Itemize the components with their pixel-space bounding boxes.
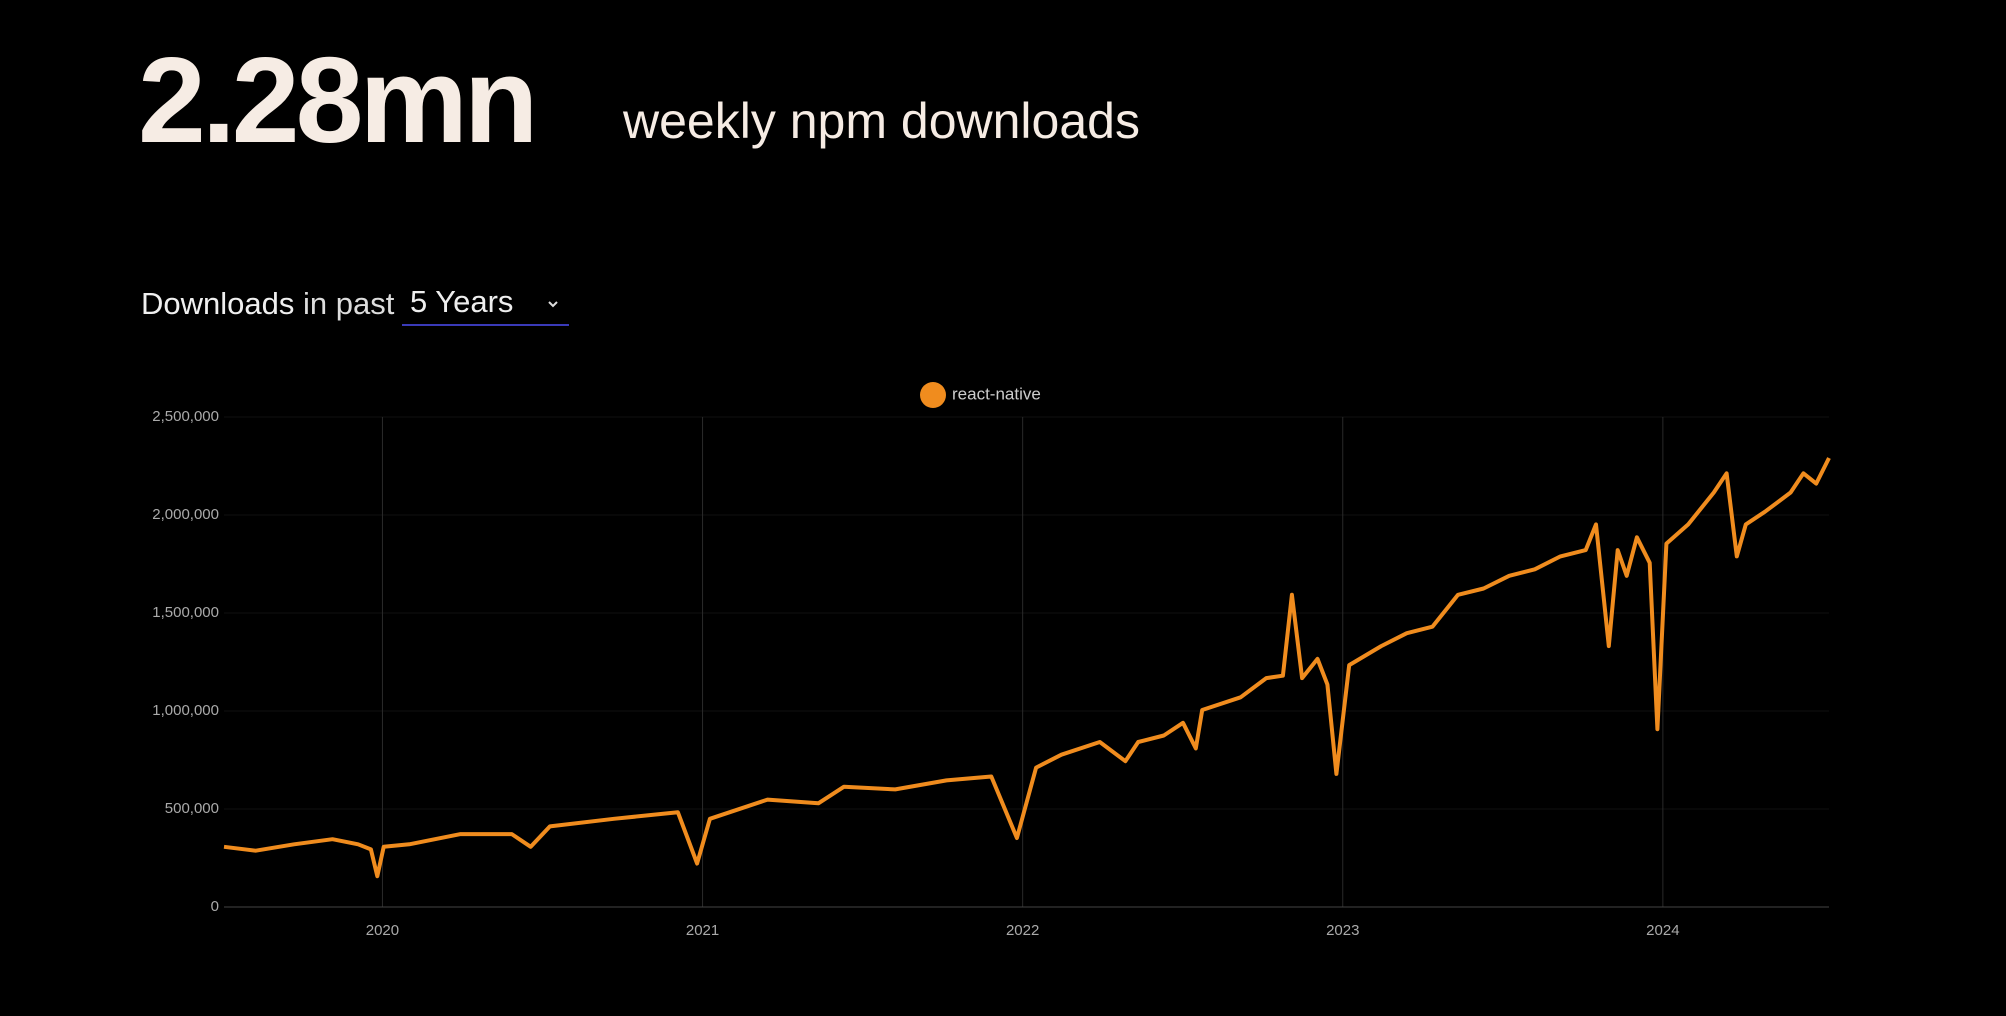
series-line	[223, 457, 1831, 879]
x-tick-label: 2020	[366, 922, 399, 939]
label-rest: in past	[303, 286, 395, 321]
y-tick-label: 2,000,000	[152, 506, 219, 523]
y-tick-label: 500,000	[165, 800, 219, 817]
headline: 2.28mn	[138, 32, 538, 168]
subheadline: weekly npm downloads	[623, 93, 1140, 149]
period-value: 5 Years	[410, 284, 514, 319]
x-tick-label: 2023	[1326, 922, 1359, 939]
chevron	[548, 301, 558, 308]
period-select[interactable]: 5 Years	[402, 284, 569, 326]
y-tick-label: 1,500,000	[152, 604, 219, 621]
label-strong: Downloads	[141, 286, 295, 321]
x-tick-label: 2024	[1646, 922, 1679, 939]
x-tick-label: 2022	[1006, 922, 1039, 939]
y-tick-label: 0	[211, 898, 219, 915]
x-tick-label: 2021	[686, 922, 719, 939]
period-label: Downloads in past	[141, 286, 394, 322]
y-tick-label: 1,000,000	[152, 702, 219, 719]
legend-label: react-native	[952, 384, 1041, 403]
y-tick-label: 2,500,000	[152, 408, 219, 425]
legend-swatch	[920, 382, 946, 408]
